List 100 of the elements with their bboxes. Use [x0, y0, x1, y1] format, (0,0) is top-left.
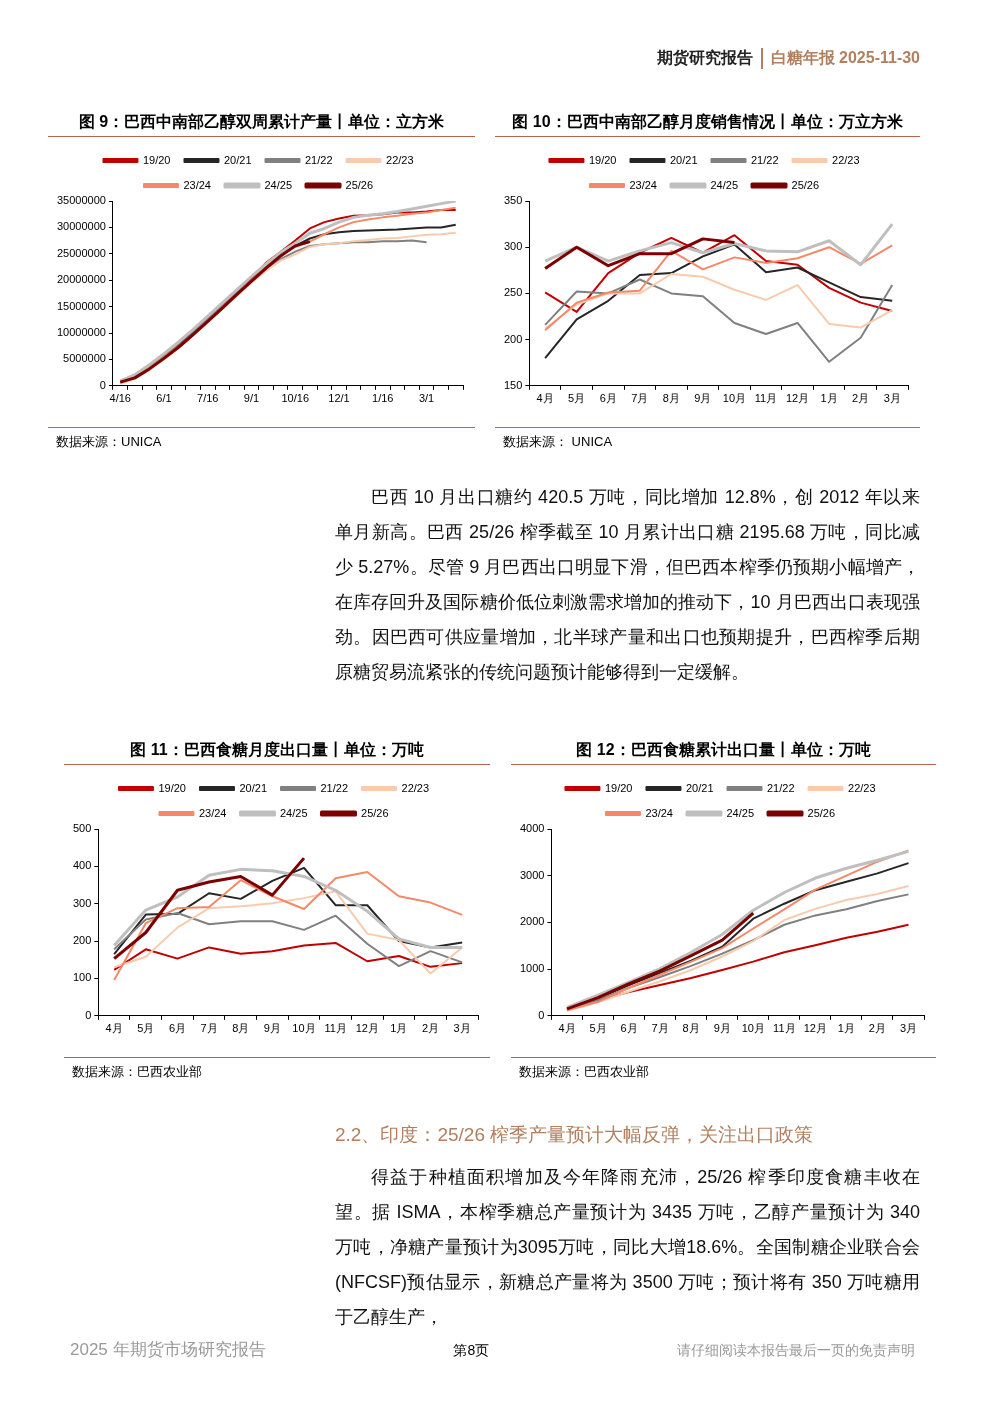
y-tick-label: 15000000: [56, 299, 106, 312]
y-tick-label: 5000000: [63, 352, 106, 365]
x-tick-label: 11月: [773, 1022, 796, 1035]
y-tick-label: 350: [503, 194, 523, 207]
source-note: 数据来源：巴西农业部: [72, 1063, 203, 1081]
x-tick-label: 12月: [785, 392, 810, 405]
legend-label: 24/25: [726, 806, 755, 819]
chart-title: 图 10：巴西中南部乙醇月度销售情况丨单位：万立方米: [495, 112, 920, 137]
y-tick-label: 20000000: [56, 273, 106, 286]
text: 得益于种植面积增加及今年降雨充沛，25/26 榨季印度食糖丰收在望。据 ISMA，本榨季糖总产量预计为 3435 万吨，乙醇产量预计为 340 万吨，净糖产量预计为3095万吨，同比大增18.6%。全国制糖企业联合会(NFCSF)预估显示，新糖总产量将为 3500 万吨；预计将有 350 万吨糖用于乙醇生产，: [335, 1166, 920, 1329]
source-note: 数据来源：巴西农业部: [519, 1063, 650, 1081]
y-tick-label: 400: [72, 859, 92, 872]
y-tick-label: 4000: [519, 822, 545, 835]
y-tick-label: 300: [503, 240, 523, 253]
y-tick-label: 300: [72, 896, 92, 909]
x-tick-label: 5月: [137, 1022, 155, 1035]
legend-label: 23/24: [645, 806, 673, 819]
y-tick-label: 100: [72, 971, 92, 984]
x-tick-label: 3/1: [418, 392, 435, 405]
x-tick-label: 11月: [324, 1022, 347, 1035]
y-tick-label: 2000: [519, 915, 545, 928]
x-tick-label: 10月: [741, 1022, 765, 1035]
x-tick-label: 11月: [754, 392, 778, 405]
source-note: 数据来源： UNICA: [503, 433, 614, 451]
x-tick-label: 3月: [453, 1022, 471, 1035]
x-tick-label: 10/16: [281, 392, 310, 405]
y-tick-label: 30000000: [56, 220, 106, 233]
legend-label: 22/23: [401, 781, 430, 794]
y-tick-label: 25000000: [56, 246, 106, 259]
legend-label: 25/26: [361, 806, 389, 819]
x-tick-label: 2月: [421, 1022, 440, 1035]
legend-label: 25/26: [791, 178, 820, 191]
legend-label: 21/22: [767, 781, 795, 794]
legend-label: 19/20: [604, 781, 633, 794]
y-tick-label: 200: [72, 934, 92, 947]
x-tick-label: 9月: [713, 1022, 731, 1035]
legend-label: 24/25: [279, 806, 308, 819]
legend-label: 21/22: [305, 153, 333, 166]
x-tick-label: 2月: [852, 392, 870, 405]
x-tick-label: 1/16: [372, 392, 394, 405]
x-tick-label: 1月: [820, 392, 838, 405]
x-tick-label: 12月: [803, 1022, 827, 1035]
chart-title: 图 9：巴西中南部乙醇双周累计产量丨单位：立方米: [48, 112, 475, 137]
text: 白糖年报 2025-11-30: [760, 48, 920, 69]
chart-title: 图 12：巴西食糖累计出口量丨单位：万吨: [511, 740, 936, 765]
legend-label: 25/26: [807, 806, 836, 819]
x-tick-label: 1月: [837, 1022, 855, 1035]
x-tick-label: 4月: [536, 392, 554, 405]
text: 2.2、印度：25/26 榨季产量预计大幅反弹，关注出口政策: [335, 1123, 815, 1147]
x-tick-label: 7月: [200, 1022, 218, 1035]
legend-label: 23/24: [198, 806, 227, 819]
x-tick-label: 10月: [722, 392, 747, 405]
y-tick-label: 0: [85, 1008, 92, 1021]
legend-label: 21/22: [320, 781, 349, 794]
x-tick-label: 5月: [589, 1022, 607, 1035]
legend-label: 19/20: [142, 153, 171, 166]
x-tick-label: 9月: [694, 392, 712, 405]
y-tick-label: 200: [503, 332, 523, 345]
legend-label: 20/21: [239, 781, 267, 794]
legend-label: 20/21: [669, 153, 698, 166]
legend-label: 19/20: [158, 781, 186, 794]
legend-label: 22/23: [832, 153, 860, 166]
y-tick-label: 3000: [519, 868, 545, 881]
legend-label: 25/26: [345, 178, 374, 191]
y-tick-label: 0: [538, 1008, 545, 1021]
legend-label: 22/23: [386, 153, 414, 166]
legend-label: 24/25: [264, 178, 293, 191]
x-tick-label: 6月: [168, 1022, 187, 1035]
y-tick-label: 1000: [519, 962, 545, 975]
legend-label: 21/22: [751, 153, 779, 166]
legend-label: 20/21: [223, 153, 252, 166]
x-tick-label: 9/1: [243, 392, 260, 405]
text: 期货研究报告: [656, 48, 753, 69]
text: 2025 年期货市场研究报告: [70, 1339, 266, 1361]
x-tick-label: 9月: [263, 1022, 281, 1035]
x-tick-label: 4月: [558, 1022, 576, 1035]
legend-label: 22/23: [848, 781, 876, 794]
x-tick-label: 7月: [651, 1022, 669, 1035]
chart-title: 图 11：巴西食糖月度出口量丨单位：万吨: [64, 740, 490, 765]
x-tick-label: 3月: [899, 1022, 918, 1035]
text: 巴西 10 月出口糖约 420.5 万吨，同比增加 12.8%，创 2012 年以来单月新高。巴西 25/26 榨季截至 10 月累计出口糖 2195.68 万吨，同比减少 5.27%。尽管 9 月巴西出口明显下滑，但巴西本榨季仍预期小幅增产，在库存回升及国际糖价低位刺激需求增加的推动下，10 月巴西出口表现强劲。因巴西可供应量增加，北半球产量和出口也预期提升，巴西榨季后期原糖贸易流紧张的传统问题预计能够得到一定缓解。: [335, 486, 920, 684]
x-tick-label: 12/1: [328, 392, 350, 405]
source-note: 数据来源：UNICA: [56, 433, 163, 451]
x-tick-label: 1月: [390, 1022, 408, 1035]
x-tick-label: 7/16: [197, 392, 219, 405]
x-tick-label: 7月: [631, 392, 649, 405]
y-tick-label: 150: [503, 378, 523, 391]
x-tick-label: 12月: [355, 1022, 379, 1035]
y-tick-label: 500: [72, 822, 92, 835]
x-tick-label: 4/16: [109, 392, 131, 405]
legend-label: 23/24: [183, 178, 211, 191]
y-tick-label: 10000000: [56, 326, 106, 339]
x-tick-label: 5月: [568, 392, 586, 405]
y-tick-label: 0: [99, 378, 106, 391]
x-tick-label: 4月: [105, 1022, 123, 1035]
text: 第8页: [453, 1342, 490, 1360]
text: 请仔细阅读本报告最后一页的免责声明: [677, 1342, 915, 1360]
x-tick-label: 6月: [599, 392, 617, 405]
y-tick-label: 250: [503, 286, 523, 299]
legend-label: 23/24: [629, 178, 657, 191]
